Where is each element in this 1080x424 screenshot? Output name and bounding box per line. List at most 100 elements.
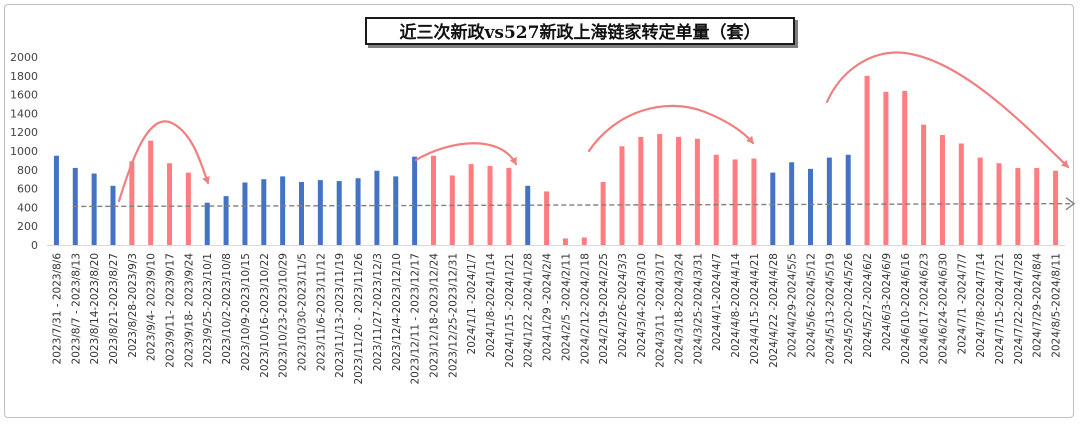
x-tick-label: 2024/4/22 -2024/4/28 bbox=[768, 253, 780, 368]
bar bbox=[657, 134, 663, 245]
x-tick-label: 2024/3/11 -2024/3/17 bbox=[655, 253, 667, 368]
x-tick-label: 2024/3/4-2024/3/10 bbox=[636, 253, 648, 358]
y-tick-label: 1400 bbox=[10, 107, 38, 120]
bar bbox=[299, 182, 304, 245]
bar bbox=[638, 136, 644, 245]
bar bbox=[525, 185, 531, 245]
x-tick-label: 2024/5/13-2024/5/19 bbox=[824, 253, 836, 364]
x-tick-label: 2024/2/12-2024/2/18 bbox=[579, 253, 591, 364]
x-tick-label: 2023/12/25-2023/12/31 bbox=[447, 253, 459, 378]
x-tick-label: 2024/4/8-2024/4/14 bbox=[730, 253, 742, 358]
x-tick-label: 2023/9/25-2023/10/1 bbox=[202, 253, 214, 364]
x-tick-label: 2023/10/23-2023/10/29 bbox=[278, 253, 290, 378]
trend-arrow-head bbox=[1065, 197, 1076, 211]
arrow-annotations bbox=[117, 51, 1070, 203]
bar bbox=[129, 161, 135, 245]
y-tick-label: 800 bbox=[17, 164, 38, 177]
x-tick-label: 2024/5/6-2024/5/12 bbox=[806, 253, 818, 358]
x-tick-label: 2023/12/18-2023/12/24 bbox=[428, 253, 440, 378]
curved-arrow bbox=[825, 51, 1070, 169]
x-tick-label: 2024/7/22-2024/7/28 bbox=[1013, 253, 1025, 364]
x-tick-label: 2024/7/15-2024/7/21 bbox=[994, 253, 1006, 364]
x-tick-label: 2024/2/5 -2024/2/11 bbox=[560, 253, 572, 361]
x-tick-label: 2023/9/4- 2023/9/10 bbox=[146, 253, 158, 361]
bar bbox=[808, 168, 813, 245]
trend-layer bbox=[73, 197, 1076, 211]
bar bbox=[732, 159, 738, 245]
y-tick-label: 600 bbox=[17, 183, 38, 196]
x-tick-label: 2023/9/11- 2023/9/17 bbox=[165, 253, 177, 368]
bar bbox=[1015, 167, 1021, 245]
bar bbox=[676, 136, 682, 245]
x-tick-label: 2023/9/18- 2023/9/24 bbox=[183, 253, 195, 368]
x-tick-label: 2024/7/29-2024/8/4 bbox=[1032, 253, 1044, 358]
x-tick-label: 2024/6/24-2024/6/30 bbox=[937, 253, 949, 364]
bar bbox=[600, 182, 606, 245]
bar bbox=[167, 163, 173, 245]
x-tick-label: 2024/1/1 -2024/1/7 bbox=[466, 253, 478, 354]
x-tick-label: 2024/5/20-2024/5/26 bbox=[843, 253, 855, 365]
y-tick-label: 2000 bbox=[10, 51, 38, 64]
y-tick-label: 1200 bbox=[10, 126, 38, 139]
bar bbox=[845, 154, 851, 245]
x-tick-label: 2024/4/15-2024/4/21 bbox=[749, 253, 761, 364]
bar bbox=[53, 155, 59, 245]
x-tick-label: 2024/3/25-2024/3/31 bbox=[692, 253, 704, 364]
x-tick-label: 2023/8/21-2023/8/27 bbox=[108, 253, 120, 364]
y-tick-label: 1800 bbox=[10, 70, 38, 83]
bar bbox=[939, 135, 945, 245]
bar bbox=[694, 138, 700, 245]
bar bbox=[996, 163, 1002, 245]
x-tick-label: 2023/8/28-2023/9/3 bbox=[127, 253, 139, 358]
x-tick-label: 2024/1/8-2024/1/14 bbox=[485, 253, 497, 358]
x-axis: 2023/7/31 - 2023/8/6 2023/8/7 - 2023/8/13… bbox=[51, 253, 1062, 385]
chart-frame bbox=[4, 4, 1074, 418]
bar bbox=[261, 179, 267, 245]
y-tick-label: 1000 bbox=[10, 145, 38, 158]
bar bbox=[412, 156, 418, 245]
bar bbox=[355, 178, 361, 245]
x-tick-label: 2023/11/20 - 2023/11/26 bbox=[353, 253, 365, 385]
bar bbox=[280, 176, 286, 245]
bar bbox=[148, 140, 154, 245]
x-tick-label: 2023/10/30-2023/11/5 bbox=[297, 253, 309, 371]
x-tick-label: 2024/1/29 -2024/2/4 bbox=[542, 253, 554, 361]
x-tick-label: 2024/3/18-2024/3/24 bbox=[674, 253, 686, 365]
x-tick-label: 2023/10/2-2023/10/8 bbox=[221, 253, 233, 364]
bar bbox=[449, 175, 455, 245]
bar bbox=[1034, 167, 1040, 245]
bar bbox=[317, 180, 323, 245]
x-tick-label: 2024/6/10-2024/6/16 bbox=[900, 253, 912, 365]
bar bbox=[185, 172, 191, 245]
x-tick-label: 2024/4/29-2024/5/5 bbox=[787, 253, 799, 358]
bar bbox=[883, 91, 889, 245]
bar bbox=[468, 164, 474, 245]
x-tick-label: 2024/4/1-2024/4/7 bbox=[711, 253, 723, 351]
x-tick-label: 2024/1/15 -2024/1/21 bbox=[504, 253, 516, 368]
bar bbox=[902, 90, 908, 245]
bar bbox=[91, 173, 97, 245]
y-tick-label: 200 bbox=[17, 220, 38, 233]
chart-title: 近三次新政vs527新政上海链家转定单量（套） bbox=[365, 17, 795, 45]
bar bbox=[430, 155, 436, 245]
x-tick-label: 2023/7/31 - 2023/8/6 bbox=[51, 253, 63, 365]
bar bbox=[223, 196, 229, 245]
curved-arrow bbox=[117, 120, 210, 203]
x-tick-label: 2023/8/14-2023/8/20 bbox=[89, 253, 101, 364]
y-tick-label: 0 bbox=[31, 239, 38, 252]
curved-arrow bbox=[414, 142, 518, 166]
bar bbox=[977, 157, 983, 245]
bar bbox=[770, 172, 776, 245]
x-tick-label: 2024/1/22 -2024/1/28 bbox=[523, 253, 535, 368]
bar bbox=[921, 124, 927, 245]
bar bbox=[110, 185, 116, 245]
bar bbox=[544, 191, 550, 245]
bar bbox=[562, 238, 568, 245]
x-tick-label: 2023/11/13-2023/11/19 bbox=[334, 253, 346, 378]
bar bbox=[713, 154, 719, 245]
bar bbox=[242, 182, 248, 245]
bar bbox=[751, 158, 757, 245]
x-tick-label: 2023/10/16-2023/10/22 bbox=[259, 253, 271, 378]
x-tick-label: 2024/6/3-2024/6/9 bbox=[881, 253, 893, 351]
